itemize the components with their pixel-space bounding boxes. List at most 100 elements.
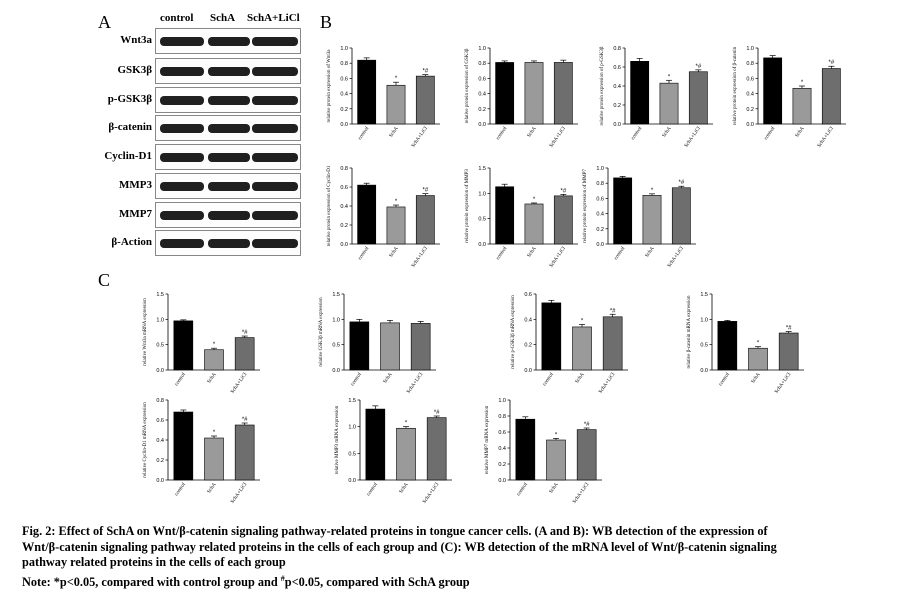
y-tick-label: 1.5 — [348, 398, 356, 404]
figure-caption: Fig. 2: Effect of SchA on Wnt/β-catenin … — [22, 524, 897, 590]
bar — [763, 57, 783, 125]
y-tick-label: 0.5 — [348, 451, 356, 457]
bar — [386, 206, 406, 245]
bar — [515, 418, 536, 481]
wb-group-label: SchA — [210, 12, 236, 24]
wb-band — [208, 153, 250, 162]
note-mark: # — [280, 573, 285, 583]
y-tick-label: 1.0 — [332, 317, 340, 323]
wb-blot-strip — [155, 173, 301, 199]
x-tick-label: SchA — [398, 482, 410, 495]
y-tick-label: 0.8 — [340, 61, 348, 67]
x-tick-label: control — [366, 481, 380, 497]
x-tick-label: SchA — [526, 246, 538, 259]
y-axis-label: relative Cyclin-D1 mRNA expression — [143, 402, 148, 478]
bar — [173, 411, 194, 481]
y-tick-label: 0.8 — [498, 414, 506, 420]
y-tick-label: 0.4 — [524, 317, 532, 323]
panel-c-label: C — [98, 270, 111, 290]
significance-label: *# — [242, 417, 248, 423]
wb-band — [252, 239, 298, 248]
y-tick-label: 0.5 — [332, 343, 340, 349]
bar-chart: 0.0 0.2 0.4 0.6 0.8 relative Cyclin-D1 mRNA e… — [143, 398, 260, 505]
y-tick-label: 0.2 — [340, 223, 348, 229]
y-axis-label: relative protein expression of MMP3 — [465, 169, 470, 243]
bar — [659, 82, 679, 125]
y-tick-label: 1.5 — [700, 292, 708, 298]
wb-protein-label: β-Action — [111, 236, 152, 248]
bar — [495, 62, 515, 125]
y-tick-label: 0.5 — [156, 343, 164, 349]
significance-label: *# — [828, 60, 834, 66]
x-tick-label: SchA — [526, 126, 538, 139]
wb-band — [208, 239, 250, 248]
y-tick-label: 0.8 — [340, 166, 348, 172]
y-tick-label: 0.6 — [498, 430, 506, 436]
x-tick-label: SchA — [750, 372, 762, 385]
significance-label: * — [581, 318, 584, 324]
note-prefix: Note: *p<0.05, compared with control gro… — [22, 574, 281, 589]
y-axis-label: relative MMP7 mRNA expression — [485, 405, 490, 474]
caption-line: Fig. 2: Effect of SchA on Wnt/β-catenin … — [22, 524, 768, 538]
y-tick-label: 1.0 — [478, 191, 486, 197]
wb-blot-strip — [155, 87, 301, 113]
wb-group-label: control — [160, 12, 194, 24]
significance-label: * — [405, 421, 408, 427]
x-tick-label: SchA+LiCl — [572, 481, 591, 505]
bar — [386, 84, 406, 125]
y-tick-label: 0.0 — [340, 122, 348, 128]
y-tick-label: 0.6 — [340, 185, 348, 191]
y-tick-label: 0.6 — [613, 65, 621, 71]
wb-protein-label: Cyclin-D1 — [104, 150, 152, 162]
wb-band — [252, 153, 298, 162]
significance-label: * — [395, 76, 398, 82]
bar — [553, 195, 573, 245]
y-tick-label: 0.4 — [340, 92, 348, 98]
x-tick-label: SchA+LiCl — [410, 125, 429, 149]
wb-band — [208, 124, 250, 133]
bar-chart: 0.0 0.2 0.4 0.6 0.8 1.0 relative protein expre… — [733, 46, 846, 149]
y-tick-label: 0.5 — [700, 343, 708, 349]
y-tick-label: 0.0 — [332, 368, 340, 374]
x-tick-label: SchA+LiCl — [410, 245, 429, 269]
bar — [553, 62, 573, 125]
x-tick-label: SchA — [574, 372, 586, 385]
wb-blot-strip — [155, 230, 301, 256]
y-axis-label: relative protein expression of Cyclin-D1 — [327, 165, 332, 246]
y-axis-label: relative protein expression of Wnt3a — [327, 49, 332, 123]
y-tick-label: 1.0 — [596, 166, 604, 172]
y-tick-label: 0.4 — [498, 446, 506, 452]
y-tick-label: 0.2 — [596, 227, 604, 233]
panel-a-label: A — [98, 12, 111, 32]
caption-line: Wnt/β-catenin signaling pathway related … — [22, 539, 777, 554]
y-tick-label: 0.2 — [478, 107, 486, 113]
y-tick-label: 0.6 — [340, 76, 348, 82]
y-tick-label: 0.0 — [156, 368, 164, 374]
bar — [204, 437, 224, 481]
x-tick-label: SchA+LiCl — [774, 371, 793, 395]
wb-protein-label: MMP7 — [119, 208, 152, 220]
x-tick-label: SchA+LiCl — [406, 371, 425, 395]
significance-label: *# — [584, 422, 590, 428]
x-tick-label: control — [174, 371, 188, 387]
wb-band — [208, 37, 250, 46]
bar — [204, 349, 224, 371]
x-tick-label: SchA+LiCl — [548, 125, 567, 149]
significance-label: * — [213, 342, 216, 348]
bar-chart: 0.0 0.5 1.0 1.5 relative Wnt3a mRNA expressi… — [143, 292, 260, 395]
bar-chart: 0.0 0.5 1.0 1.5 relative β-catenin mRNA expr… — [687, 292, 804, 395]
y-tick-label: 0.2 — [524, 343, 532, 349]
y-tick-label: 0.8 — [746, 61, 754, 67]
y-tick-label: 1.0 — [340, 46, 348, 52]
y-tick-label: 0.4 — [340, 204, 348, 210]
significance-label: *# — [434, 410, 440, 416]
y-tick-label: 1.5 — [332, 292, 340, 298]
wb-band — [160, 37, 204, 46]
bar — [748, 347, 768, 371]
y-axis-label: relative p-GSK3β mRNA expression — [511, 295, 516, 369]
y-tick-label: 0.6 — [596, 196, 604, 202]
bar — [173, 320, 194, 371]
wb-band — [160, 239, 204, 248]
x-tick-label: SchA — [206, 372, 218, 385]
y-tick-label: 0.4 — [613, 84, 621, 90]
